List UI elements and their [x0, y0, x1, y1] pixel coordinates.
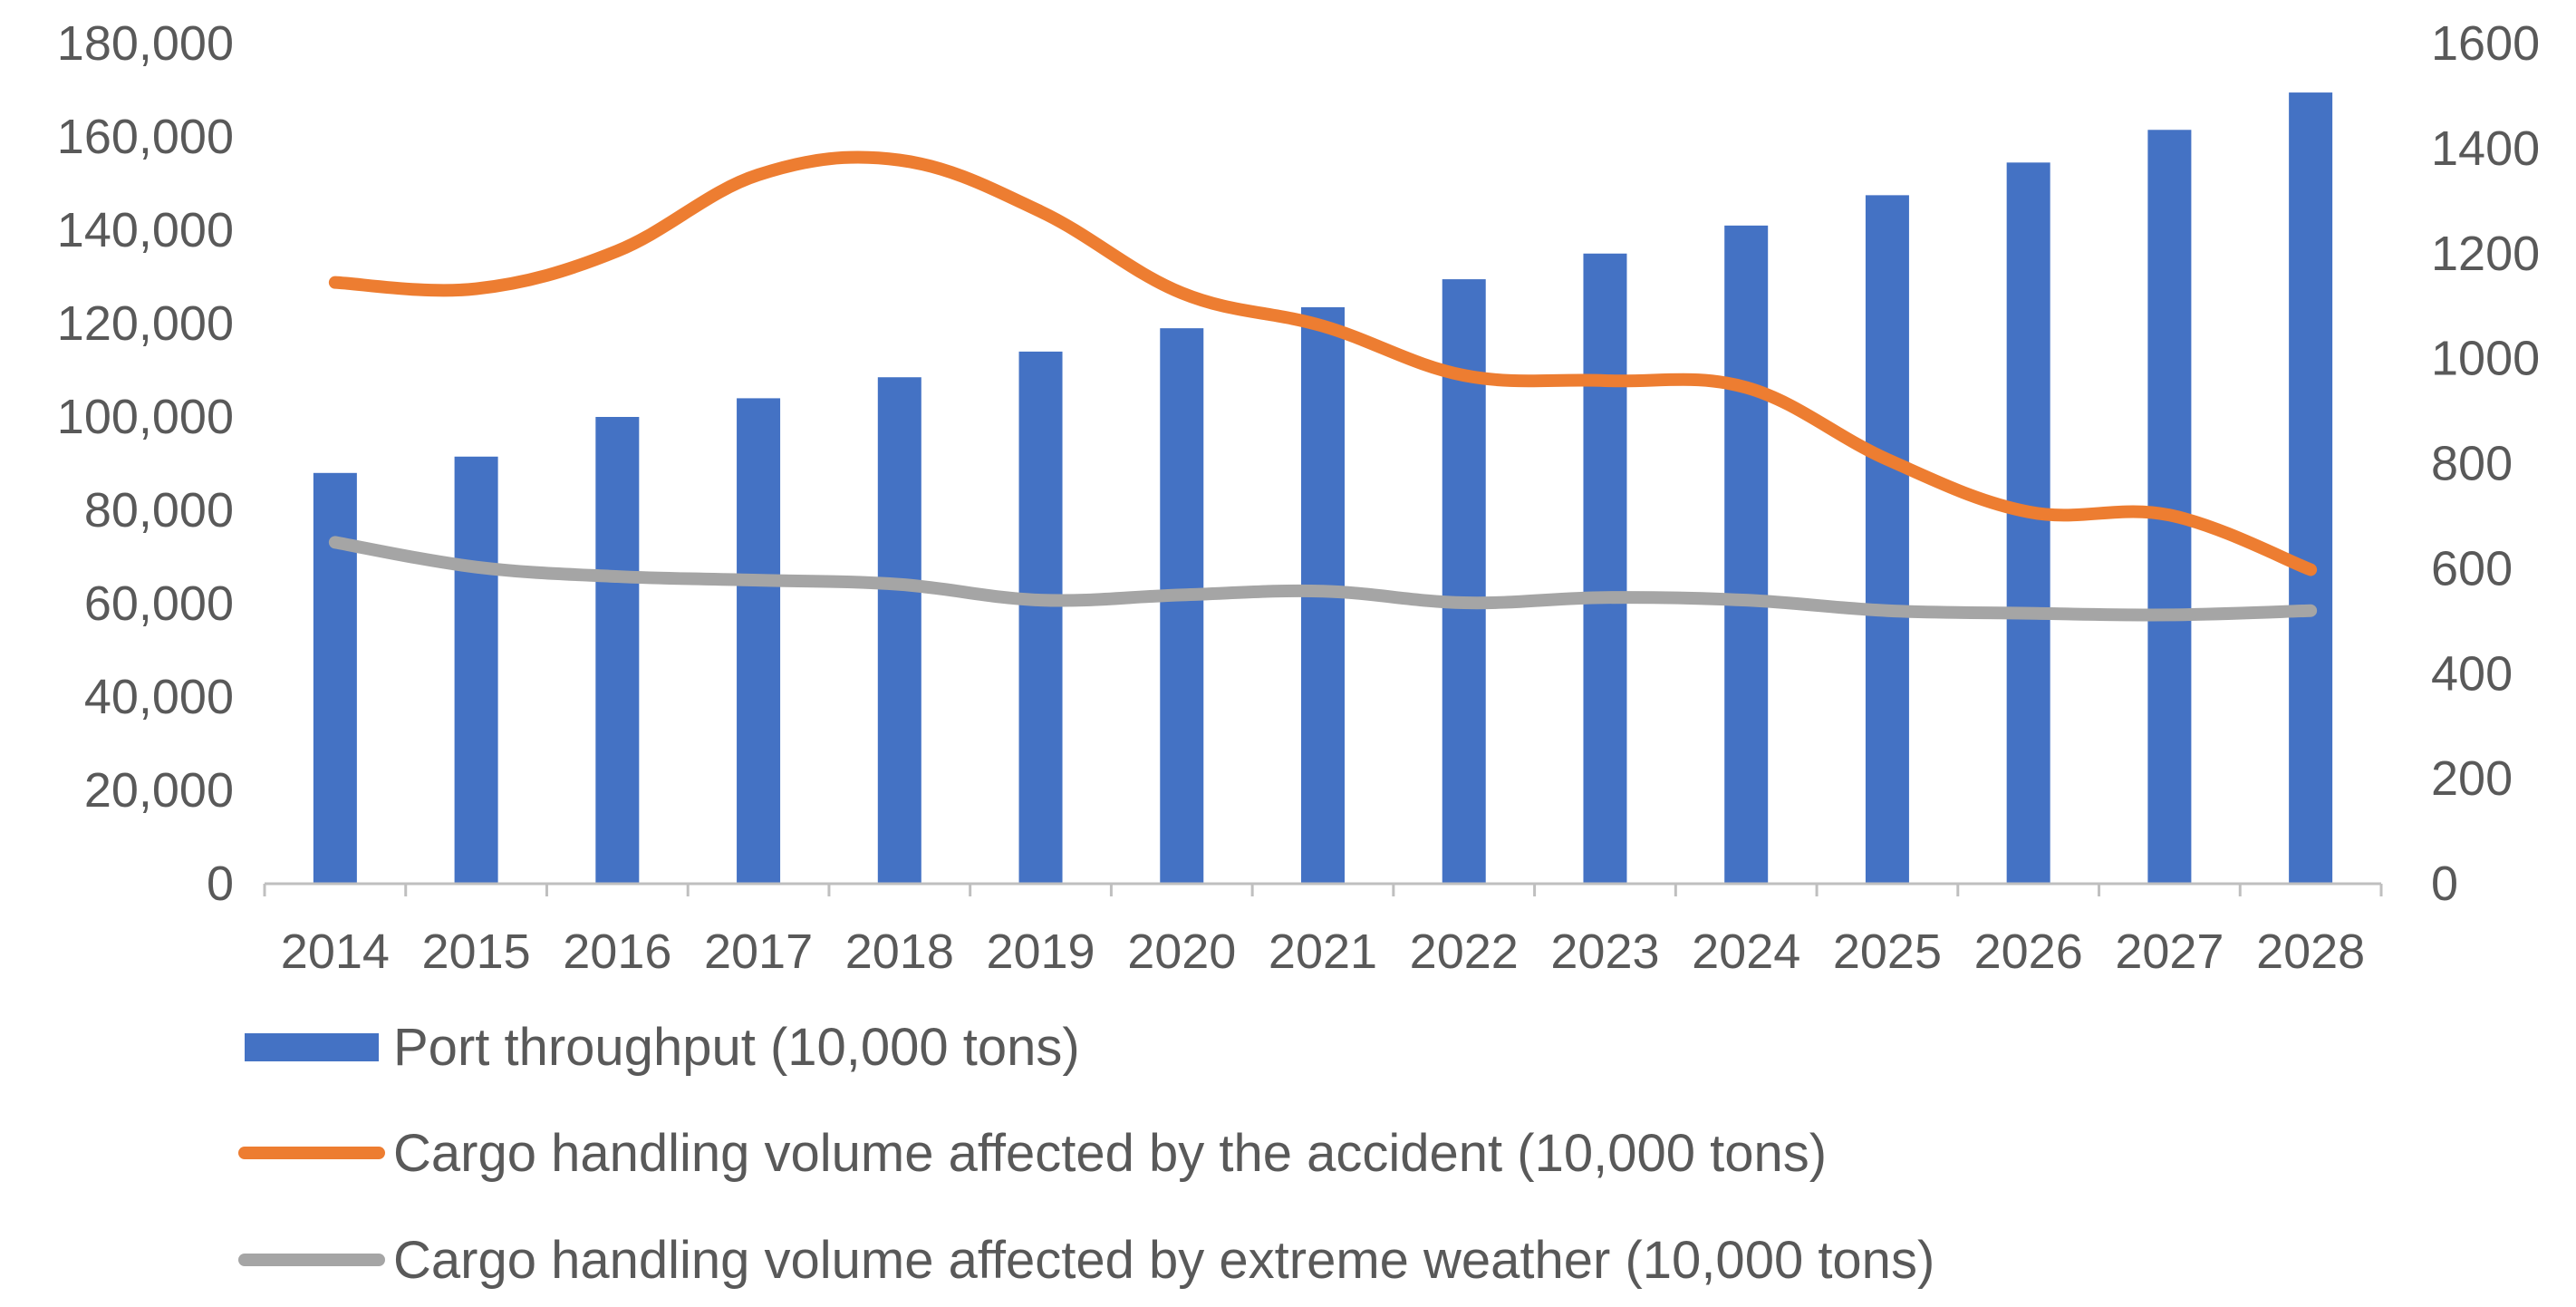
bar-2024 — [1724, 225, 1769, 885]
left-tick-label: 120,000 — [57, 296, 234, 351]
right-tick-label: 1000 — [2431, 332, 2540, 386]
legend-swatch-port-throughput — [245, 1033, 379, 1061]
bar-series-port-throughput — [313, 92, 2333, 885]
x-tick-label: 2020 — [1127, 925, 1236, 979]
x-tick-label: 2022 — [1410, 925, 1519, 979]
legend-label-extreme-weather: Cargo handling volume affected by extrem… — [393, 1231, 1934, 1290]
left-tick-label: 0 — [207, 857, 234, 911]
x-tick-label: 2015 — [422, 925, 531, 979]
left-tick-label: 160,000 — [57, 110, 234, 164]
x-tick-label: 2017 — [704, 925, 813, 979]
left-axis-ticks: 0 20,000 40,000 60,000 80,000 100,000 120,000 1… — [57, 16, 234, 911]
bar-2025 — [1865, 195, 1909, 884]
legend-label-port-throughput: Port throughput (10,000 tons) — [393, 1018, 1080, 1077]
x-tick-label: 2018 — [845, 925, 954, 979]
legend-label-accident: Cargo handling volume affected by the ac… — [393, 1124, 1827, 1183]
x-tick-label: 2016 — [563, 925, 671, 979]
x-tick-label: 2024 — [1692, 925, 1800, 979]
bar-2019 — [1018, 351, 1063, 884]
left-tick-label: 20,000 — [84, 763, 234, 818]
left-tick-label: 80,000 — [84, 483, 234, 537]
left-tick-label: 100,000 — [57, 390, 234, 444]
right-tick-label: 200 — [2431, 751, 2513, 806]
right-tick-label: 400 — [2431, 646, 2513, 701]
bar-2020 — [1160, 328, 1204, 884]
left-tick-label: 40,000 — [84, 670, 234, 724]
x-tick-label: 2025 — [1833, 925, 1942, 979]
x-tick-label: 2027 — [2115, 925, 2224, 979]
line-extreme-weather — [328, 536, 2318, 622]
left-tick-label: 60,000 — [84, 576, 234, 631]
right-tick-label: 1200 — [2431, 227, 2540, 281]
x-tick-label: 2021 — [1269, 925, 1377, 979]
bar-2018 — [877, 377, 921, 885]
x-tick-label: 2014 — [281, 925, 390, 979]
x-tick-label: 2028 — [2256, 925, 2365, 979]
bar-2017 — [737, 398, 781, 884]
x-tick-label: 2026 — [1974, 925, 2083, 979]
bar-2015 — [454, 456, 498, 884]
x-tick-label: 2023 — [1550, 925, 1659, 979]
legend: Port throughput (10,000 tons) Cargo hand… — [238, 1018, 1934, 1290]
bar-2023 — [1583, 253, 1627, 884]
right-axis-ticks: 0 200 400 600 800 1000 1200 1400 1600 — [2431, 16, 2540, 911]
line-accident — [328, 150, 2318, 576]
bar-2016 — [595, 417, 640, 884]
right-tick-label: 0 — [2431, 857, 2458, 911]
right-tick-label: 800 — [2431, 437, 2513, 491]
bar-2026 — [2006, 162, 2050, 884]
bar-2028 — [2289, 92, 2333, 884]
left-tick-label: 180,000 — [57, 16, 234, 71]
right-tick-label: 600 — [2431, 541, 2513, 595]
line-series — [328, 150, 2318, 622]
left-tick-label: 140,000 — [57, 203, 234, 257]
x-axis-ticks: 2014 2015 2016 2017 2018 2019 2020 2021 2022 2023… — [281, 925, 2365, 979]
right-tick-label: 1400 — [2431, 121, 2540, 176]
right-tick-label: 1600 — [2431, 16, 2540, 71]
axes — [263, 882, 2383, 896]
bar-2014 — [313, 472, 357, 884]
x-tick-label: 2019 — [986, 925, 1095, 979]
